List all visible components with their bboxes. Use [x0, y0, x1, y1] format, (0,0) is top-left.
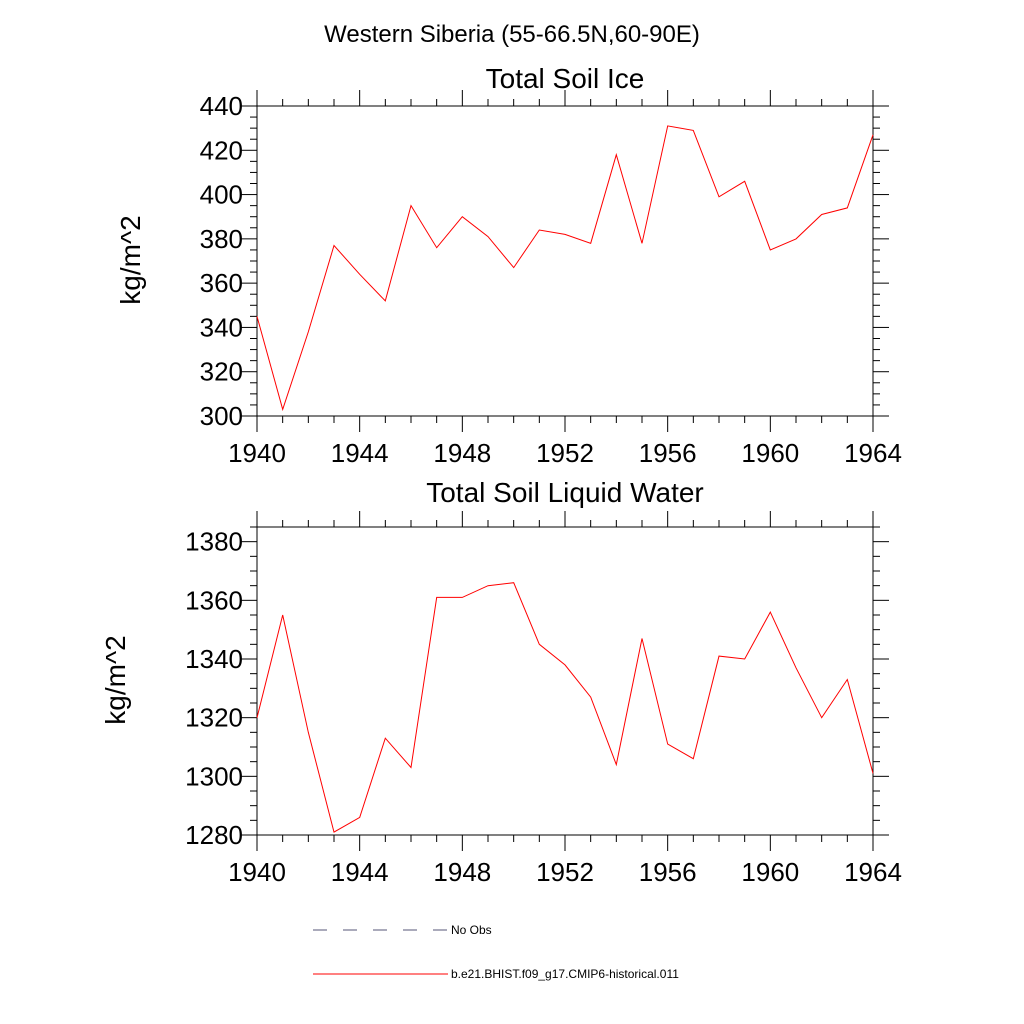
x-tick-label: 1956 [639, 857, 697, 887]
x-tick-label: 1964 [844, 857, 902, 887]
data-point [513, 582, 514, 583]
data-point [436, 597, 437, 598]
data-point [359, 274, 360, 275]
x-tick-label: 1944 [331, 438, 389, 468]
data-point [718, 196, 719, 197]
data-point [282, 409, 283, 410]
x-tick-label: 1960 [741, 857, 799, 887]
data-point [693, 130, 694, 131]
y-tick-label: 300 [200, 401, 243, 431]
data-point [564, 664, 565, 665]
data-point [770, 249, 771, 250]
data-point [436, 247, 437, 248]
data-point [539, 229, 540, 230]
data-point [770, 611, 771, 612]
y-tick-label: 340 [200, 312, 243, 342]
data-point [513, 267, 514, 268]
data-point [821, 717, 822, 718]
y-tick-label: 1340 [185, 644, 243, 674]
data-point [616, 154, 617, 155]
y-tick-label: 400 [200, 180, 243, 210]
plot-frame [256, 105, 874, 417]
x-tick-label: 1948 [433, 857, 491, 887]
legend-label-model: b.e21.BHIST.f09_g17.CMIP6-historical.011 [451, 967, 679, 981]
data-point [256, 717, 257, 718]
y-axis-label: kg/m^2 [115, 215, 146, 304]
x-tick-label: 1956 [639, 438, 697, 468]
y-tick-label: 420 [200, 135, 243, 165]
data-point [590, 243, 591, 244]
data-point [847, 679, 848, 680]
y-axis-label: kg/m^2 [100, 635, 131, 724]
y-tick-label: 1380 [185, 527, 243, 557]
data-point [847, 207, 848, 208]
y-tick-label: 440 [200, 91, 243, 121]
y-tick-label: 360 [200, 268, 243, 298]
data-point [410, 767, 411, 768]
x-tick-label: 1964 [844, 438, 902, 468]
data-point [308, 331, 309, 332]
legend-label-no-obs: No Obs [451, 923, 492, 937]
data-point [256, 316, 257, 317]
x-tick-label: 1940 [228, 438, 286, 468]
data-point [539, 644, 540, 645]
x-tick-label: 1952 [536, 857, 594, 887]
x-tick-label: 1952 [536, 438, 594, 468]
series-line [256, 125, 874, 412]
x-tick-label: 1940 [228, 857, 286, 887]
data-point [616, 764, 617, 765]
data-point [795, 667, 796, 668]
series-line [256, 582, 874, 833]
data-point [795, 238, 796, 239]
data-point [385, 300, 386, 301]
y-tick-label: 1320 [185, 703, 243, 733]
data-point [872, 134, 873, 135]
data-point [462, 216, 463, 217]
data-point [718, 655, 719, 656]
data-point [487, 236, 488, 237]
data-point [308, 732, 309, 733]
data-point [667, 743, 668, 744]
data-point [462, 597, 463, 598]
legend: No Obs b.e21.BHIST.f09_g17.CMIP6-histori… [313, 923, 679, 981]
y-tick-label: 380 [200, 224, 243, 254]
panel-total-soil-liquid-water: Total Soil Liquid Water kg/m^2 1940 1944 1… [100, 477, 902, 887]
panel-title: Total Soil Liquid Water [426, 477, 704, 508]
data-point [744, 658, 745, 659]
data-point [333, 245, 334, 246]
data-point [667, 125, 668, 126]
data-point [333, 831, 334, 832]
data-point [487, 585, 488, 586]
y-tick-label: 1360 [185, 585, 243, 615]
figure-title: Western Siberia (55-66.5N,60-90E) [324, 21, 700, 48]
panel-title: Total Soil Ice [486, 63, 645, 94]
y-tick-label: 1300 [185, 761, 243, 791]
x-tick-label: 1948 [433, 438, 491, 468]
data-point [693, 758, 694, 759]
data-point [821, 214, 822, 215]
x-tick-label: 1960 [741, 438, 799, 468]
x-tick-label: 1944 [331, 857, 389, 887]
data-point [590, 697, 591, 698]
plot-frame [256, 526, 874, 836]
data-point [641, 638, 642, 639]
data-point [744, 181, 745, 182]
panel-total-soil-ice: Total Soil Ice kg/m^2 1940 1944 1948 1952 19… [115, 63, 902, 468]
y-tick-label: 1280 [185, 820, 243, 850]
data-point [641, 243, 642, 244]
data-point [872, 773, 873, 774]
data-point [359, 817, 360, 818]
data-point [410, 205, 411, 206]
y-tick-label: 320 [200, 357, 243, 387]
data-point [385, 738, 386, 739]
data-point [564, 234, 565, 235]
data-point [282, 614, 283, 615]
